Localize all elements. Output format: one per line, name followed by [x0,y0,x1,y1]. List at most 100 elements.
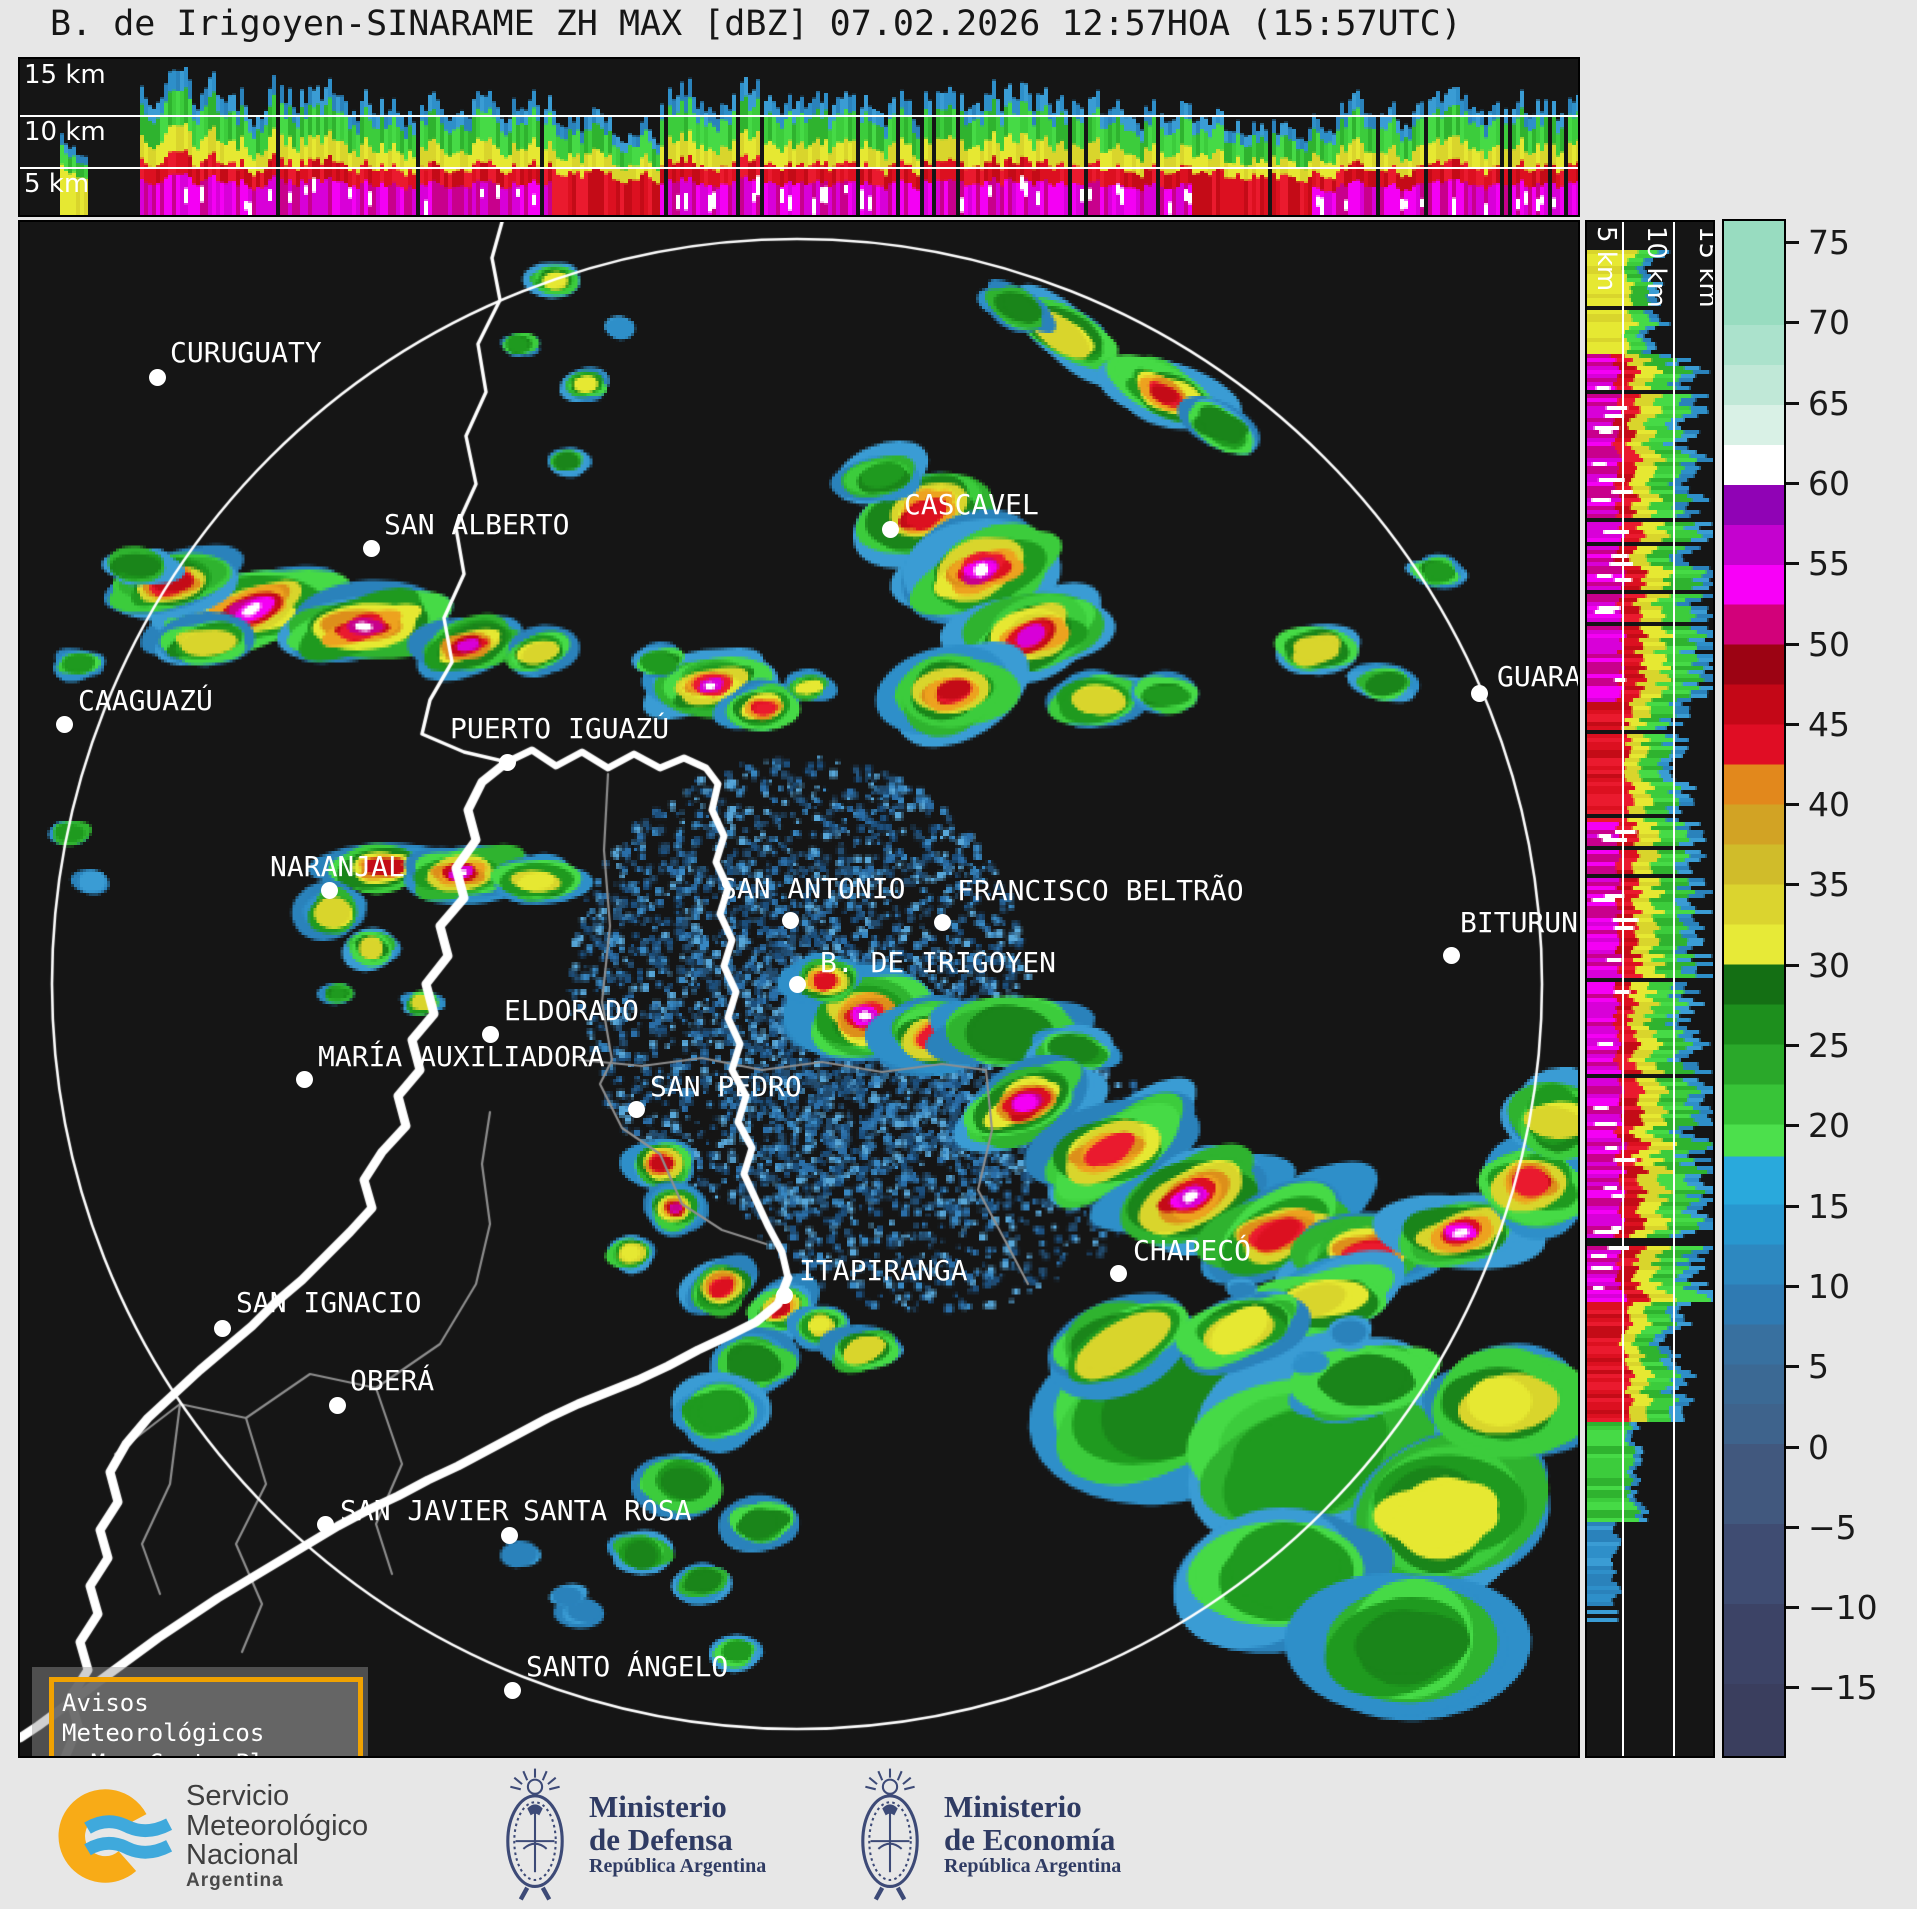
colorbar-tick [1786,1525,1799,1529]
defensa-logo-text: Ministerio de Defensa República Argentin… [589,1788,767,1878]
warning-backing: Avisos Meteorológicos a Muy Corto Plazo [32,1667,368,1756]
colorbar-tick-label: 30 [1808,945,1850,985]
city-dot [363,540,380,557]
colorbar-tick-label: 65 [1808,383,1850,423]
city-label: NARANJAL [270,850,405,883]
colorbar-tick-label: 75 [1808,223,1850,262]
colorbar-tick [1786,722,1799,726]
city-label: MARÍA AUXILIADORA [318,1040,605,1073]
colorbar-tick-label: 20 [1808,1106,1850,1146]
altitude-label: 15 km [1693,226,1715,308]
city-dot [149,369,166,386]
city-dot [317,1516,334,1533]
altitude-label: 10 km [1641,226,1671,308]
economia-logo-text: Ministerio de Economía República Argenti… [944,1788,1122,1878]
city-label: SAN ALBERTO [384,508,570,541]
colorbar-tick [1786,401,1799,405]
city-label: SAN PEDRO [650,1070,802,1103]
colorbar-tick-label: 5 [1808,1347,1829,1387]
colorbar-tick-label: 50 [1808,624,1850,664]
city-label: B. DE IRIGOYEN [820,946,1057,979]
colorbar-tick-label: 10 [1808,1266,1850,1306]
city-label: OBERÁ [350,1364,435,1397]
city-label: CASCAVEL [904,488,1039,521]
city-label: BITURUN [1460,906,1579,939]
colorbar-tick [1786,803,1799,807]
colorbar-tick-label: 40 [1808,785,1850,825]
warning-line1: Avisos Meteorológicos [62,1689,265,1747]
colorbar-tick-label: 35 [1808,865,1850,905]
altitude-label: 5 km [24,169,90,199]
city-label: SAN JAVIER [340,1494,509,1527]
colorbar-tick [1786,1686,1799,1690]
right-cross-section-canvas [1587,222,1713,1756]
city-dot [482,1026,499,1043]
city-dot [776,1287,793,1304]
city-label: CAAGUAZÚ [78,684,213,717]
colorbar-tick [1786,1445,1799,1449]
colorbar-tick [1786,241,1799,244]
city-dot [296,1071,313,1088]
city-label: SANTO ÁNGELO [526,1650,729,1683]
colorbar-tick [1786,883,1799,887]
city-dot [56,716,73,733]
top-cross-section-canvas [20,59,1578,215]
city-dot [499,754,516,771]
colorbar-tick [1786,1365,1799,1369]
colorbar-tick [1786,562,1799,566]
city-dot [329,1397,346,1414]
city-dot [504,1682,521,1699]
altitude-line [1622,222,1624,1756]
city-label: GUARA [1497,660,1580,693]
colorbar-tick [1786,1284,1799,1288]
radar-map-panel: CURUGUATY SAN ALBERTO CASCAVEL CAAGUAZÚ PUER… [18,220,1580,1758]
warning-banner[interactable]: Avisos Meteorológicos a Muy Corto Plazo [49,1677,363,1756]
altitude-label: 5 km [1591,226,1621,292]
city-label: SAN ANTONIO [720,872,906,905]
footer: Servicio Meteorológico Nacional Argentin… [0,1758,1917,1909]
city-dot [1110,1265,1127,1282]
colorbar-tick [1786,1606,1799,1610]
colorbar-tick-label: −15 [1808,1668,1878,1708]
altitude-line [1673,222,1675,1756]
smn-logo: Servicio Meteorológico Nacional Argentin… [58,1780,369,1891]
city-dot [934,914,951,931]
colorbar-tick-label: 0 [1808,1427,1829,1467]
city-dot [1443,947,1460,964]
economia-logo: Ministerio de Economía República Argenti… [850,1766,1121,1902]
city-dot [789,976,806,993]
colorbar-tick-label: 70 [1808,303,1850,343]
city-label: PUERTO IGUAZÚ [450,712,670,745]
city-dot [214,1320,231,1337]
product-title: B. de Irigoyen-SINARAME ZH MAX [dBZ] 07.… [50,4,1462,44]
city-label: SANTA ROSA [523,1494,692,1527]
coat-of-arms-icon [506,1768,564,1901]
colorbar-tick-label: 60 [1808,463,1850,503]
smn-logo-icon [58,1789,173,1883]
right-cross-section-panel: 5 km 10 km 15 km [1585,220,1715,1758]
city-label: CHAPECÓ [1133,1234,1252,1267]
top-cross-section-panel: 15 km 10 km 5 km [18,57,1580,217]
defensa-logo: Ministerio de Defensa República Argentin… [495,1766,766,1902]
altitude-line [20,167,1578,169]
colorbar-tick [1786,321,1799,325]
colorbar-tick [1786,481,1799,485]
colorbar-tick-label: −10 [1808,1588,1878,1628]
city-dot [882,521,899,538]
city-label: CURUGUATY [170,336,322,369]
colorbar-tick-label: 25 [1808,1026,1850,1065]
altitude-line [20,115,1578,117]
warning-line2: a Muy Corto Plazo [62,1748,350,1756]
colorbar-tick-label: 45 [1808,704,1850,744]
city-label: SAN IGNACIO [236,1286,422,1319]
colorbar-tick-label: −5 [1808,1507,1857,1547]
altitude-label: 15 km [24,60,106,90]
colorbar-tick-label: 55 [1808,544,1850,584]
smn-logo-text: Servicio Meteorológico Nacional Argentin… [186,1780,369,1891]
colorbar-tick-label: 15 [1808,1186,1850,1226]
colorbar-tick [1786,642,1799,646]
altitude-label: 10 km [24,117,106,147]
city-label: FRANCISCO BELTRÃO [957,874,1244,907]
coat-of-arms-icon [861,1768,919,1901]
